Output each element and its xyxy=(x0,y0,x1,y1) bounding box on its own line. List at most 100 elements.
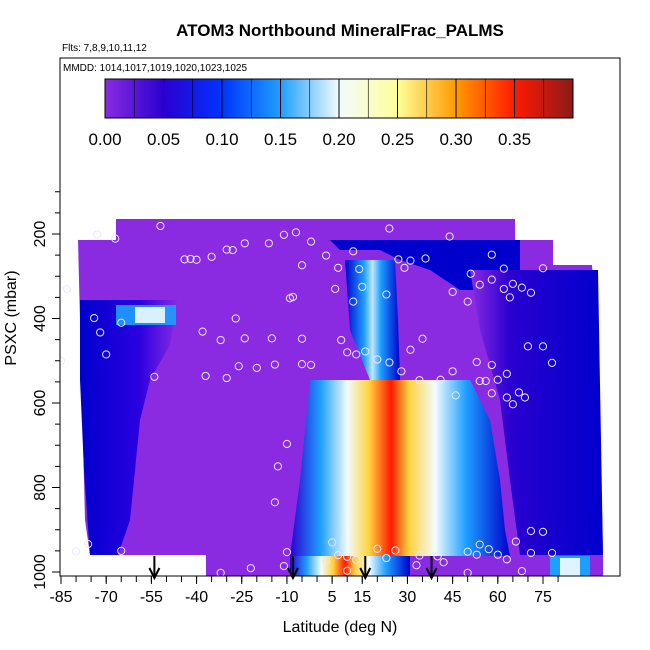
sample-point xyxy=(156,221,165,231)
heatmap-south-blue-core xyxy=(135,307,165,323)
sample-point xyxy=(538,264,548,273)
sample-point xyxy=(102,350,111,359)
sample-point xyxy=(322,251,331,260)
sample-point xyxy=(526,526,536,536)
flights-label: Flts: 7,8,9,10,11,12 xyxy=(62,43,147,54)
sample-point xyxy=(499,264,508,273)
sample-point xyxy=(90,313,99,323)
sample-point xyxy=(385,224,394,233)
sample-point xyxy=(415,376,424,385)
x-tick-label: 45 xyxy=(444,589,462,606)
sample-point xyxy=(373,355,382,364)
sample-point xyxy=(349,297,358,306)
sample-point xyxy=(397,367,406,376)
sample-point xyxy=(343,348,352,357)
sample-point xyxy=(349,247,358,256)
sample-point xyxy=(334,263,343,272)
sample-point xyxy=(337,335,346,345)
sample-point xyxy=(228,245,237,255)
x-tick-label: -10 xyxy=(275,589,298,606)
arrow-head xyxy=(425,567,438,581)
x-tick-label: 15 xyxy=(353,589,371,606)
y-axis-label: PSXC (mbar) xyxy=(3,270,20,365)
arrow-head xyxy=(287,567,299,581)
sample-point xyxy=(538,527,548,536)
arrow-head xyxy=(359,567,372,581)
colorbar-tick-label: 0.00 xyxy=(88,130,121,149)
sample-point xyxy=(297,360,307,369)
heatmap-south-band xyxy=(80,300,178,555)
sample-point xyxy=(508,400,517,409)
sample-point xyxy=(508,279,517,288)
sample-point xyxy=(192,255,201,264)
sample-point xyxy=(207,252,216,261)
sample-point xyxy=(216,568,225,576)
sample-point xyxy=(198,327,207,336)
sample-point xyxy=(111,234,120,243)
flight-arrows xyxy=(148,556,438,581)
sample-point xyxy=(352,555,361,564)
x-tick-label: -85 xyxy=(49,589,72,606)
sample-point xyxy=(234,362,243,371)
dates-label: MMDD: 1014,1017,1019,1020,1023,1025 xyxy=(63,63,247,74)
sample-point xyxy=(505,293,514,302)
sample-point xyxy=(448,367,457,376)
x-tick-label: 75 xyxy=(534,589,552,606)
sample-point xyxy=(487,389,496,398)
sample-point xyxy=(466,269,475,278)
sample-point xyxy=(472,550,481,559)
x-tick-label: 5 xyxy=(328,589,337,606)
sample-point xyxy=(406,345,415,354)
x-tick-label: -40 xyxy=(185,589,208,606)
sample-point xyxy=(264,239,273,248)
sample-point xyxy=(475,280,484,289)
sample-point xyxy=(448,287,457,296)
heatmap-north-light-core xyxy=(560,558,580,576)
sample-point xyxy=(538,342,548,351)
sample-point xyxy=(117,318,126,327)
sample-point xyxy=(93,230,102,239)
arrow-head xyxy=(148,567,161,581)
colorbar-tick-label: 0.10 xyxy=(205,130,238,149)
sample-point xyxy=(502,393,511,402)
sample-point xyxy=(451,391,460,400)
sample-point xyxy=(291,228,301,237)
sample-point xyxy=(117,546,126,555)
sample-point xyxy=(475,376,484,386)
sample-point xyxy=(493,375,502,384)
sample-point xyxy=(436,375,445,384)
sample-point xyxy=(216,335,225,345)
sample-point xyxy=(297,334,307,343)
sample-point xyxy=(240,334,249,343)
sample-point xyxy=(523,342,533,351)
heatmap-plume-stem xyxy=(345,260,400,380)
sample-point xyxy=(385,358,394,367)
sample-point xyxy=(433,552,442,561)
sample-point xyxy=(406,256,415,265)
y-axis: 200 400 600 800 1000 xyxy=(32,191,60,590)
sample-point xyxy=(150,372,159,381)
x-tick-label: 30 xyxy=(399,589,417,606)
sample-point xyxy=(84,540,93,549)
sample-point xyxy=(520,393,530,402)
sample-point xyxy=(343,552,352,561)
heatmap xyxy=(60,219,603,576)
y-tick-label: 200 xyxy=(32,221,49,248)
colorbar-ticks: 0.00 0.05 0.10 0.15 0.20 0.25 0.30 0.35 xyxy=(88,79,545,149)
sample-point xyxy=(382,553,391,563)
sample-point xyxy=(222,245,231,254)
sample-point xyxy=(355,264,364,274)
sample-point xyxy=(517,283,527,292)
sample-point xyxy=(514,388,524,397)
sample-point xyxy=(487,275,496,284)
sample-point xyxy=(180,255,189,264)
sample-point xyxy=(412,561,421,570)
heatmap-plume-bottom xyxy=(290,556,410,576)
sample-point xyxy=(475,540,484,549)
plot-frame xyxy=(59,57,621,577)
sample-point xyxy=(394,255,403,264)
heatmap-plume xyxy=(290,380,510,556)
sample-point xyxy=(526,288,536,297)
sample-point xyxy=(499,284,508,294)
